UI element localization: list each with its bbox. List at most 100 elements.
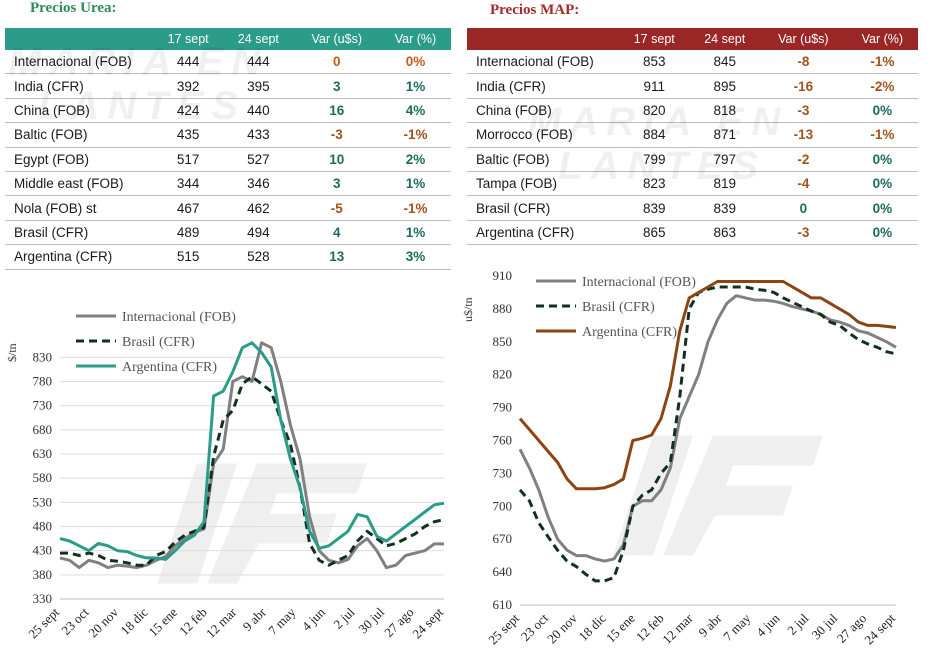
map-cell-pct: 0% [846,147,918,172]
x-tick-label: 9 abr [240,604,270,634]
map-cell-v1: 823 [619,171,690,197]
map-cell-name: Morrocco (FOB) [467,122,619,148]
y-tick-label: 820 [493,367,513,382]
map-header-4: Var (%) [861,32,904,46]
urea-cell-v2: 444 [223,50,294,75]
x-tick-label: 12 mar [659,610,696,647]
table-row: Argentina (CFR) 865 863 -3 0% [467,220,918,246]
x-tick-label: 4 jun [753,610,783,640]
x-tick-label: 18 dic [117,604,150,637]
urea-cell-v2: 462 [223,195,294,221]
map-cell-v1: 884 [619,122,690,148]
table-row: Morrocco (FOB) 884 871 -13 -1% [467,122,918,148]
series-line [59,341,445,561]
urea-cell-pct: 1% [379,220,451,246]
table-row: Internacional (FOB) 853 845 -8 -1% [467,50,918,75]
map-cell-v1: 839 [619,195,690,221]
y-tick-label: 700 [493,498,513,513]
urea-cell-name: China (FOB) [5,98,153,124]
urea-cell-v1: 467 [153,195,224,221]
map-cell-v2: 839 [689,195,760,221]
map-cell-pct: -1% [846,50,918,75]
watermark-map: MARIA EN LANTES [528,100,789,188]
brand-logo-watermark [157,463,367,584]
map-cell-name: India (CFR) [467,73,619,99]
urea-cell-v1: 392 [153,73,224,99]
urea-cell-pct: -1% [379,195,451,221]
urea-cell-v1: 489 [153,220,224,246]
map-cell-var: -16 [759,73,847,99]
urea-cell-name: Middle east (FOB) [5,171,153,197]
map-cell-var: -3 [759,220,847,246]
urea-cell-name: Internacional (FOB) [5,50,153,75]
map-cell-v1: 911 [619,73,690,99]
map-cell-v1: 865 [619,220,690,246]
map-cell-pct: 0% [846,220,918,246]
urea-price-chart: 330 380 430 480 530 580 630 680 730 780 830 $/tn 25 … [5,310,446,641]
map-cell-name: Baltic (FOB) [467,147,619,172]
x-tick-label: 7 may [720,610,754,644]
urea-header-4: Var (%) [394,32,437,46]
x-tick-label: 20 nov [544,610,580,646]
x-tick-label: 23 oct [58,604,92,638]
x-tick-label: 24 sept [409,604,446,641]
urea-cell-v1: 424 [153,98,224,124]
series-line [518,294,897,563]
x-tick-label: 18 dic [576,610,609,643]
map-cell-pct: 0% [846,195,918,221]
table-row: Brasil (CFR) 839 839 0 0% [467,195,918,221]
urea-cell-name: Baltic (FOB) [5,122,153,148]
brand-logo-watermark [613,435,823,556]
map-cell-name: Tampa (FOB) [467,171,619,197]
map-header-2: 24 sept [704,32,746,46]
urea-cell-v1: 435 [153,122,224,148]
urea-title: Precios Urea: [30,0,117,16]
table-row: Nola (FOB) st 467 462 -5 -1% [5,195,451,221]
urea-header-1: 17 sept [167,32,209,46]
urea-cell-var: 0 [293,50,380,75]
map-cell-var: -13 [759,122,847,148]
watermark-urea: MARIA EN LANTES [8,40,269,128]
series-line [60,375,445,567]
y-tick-label: 730 [493,465,513,480]
map-cell-pct: 0% [846,98,918,124]
map-price-table: 17 sept 24 sept Var (u$s) Var (%) Internaci… [467,28,918,246]
urea-cell-name: Brasil (CFR) [5,220,153,246]
map-cell-v2: 871 [689,122,760,148]
urea-cell-v1: 444 [153,50,224,75]
series-line [59,341,444,570]
map-cell-v2: 818 [689,98,760,124]
legend-label: Internacional (FOB) [122,310,236,325]
legend-label: Brasil (CFR) [582,300,655,315]
urea-cell-v1: 344 [153,171,224,197]
urea-cell-pct: 3% [379,244,451,270]
x-tick-label: 25 sept [25,604,62,641]
series-line [518,285,897,583]
map-cell-v1: 799 [619,147,690,172]
y-tick-label: 580 [33,470,53,485]
map-header-1: 17 sept [633,32,675,46]
y-tick-label: 830 [33,349,53,364]
map-cell-v2: 819 [689,171,760,197]
y-tick-label: 780 [33,374,53,389]
urea-cell-pct: -1% [379,122,451,148]
series-line [518,280,897,491]
legend-label: Brasil (CFR) [122,335,195,350]
map-cell-var: -3 [759,98,847,124]
table-row: Baltic (FOB) 799 797 -2 0% [467,147,918,172]
map-cell-v2: 863 [689,220,760,246]
map-header-3: Var (u$s) [778,32,829,46]
map-cell-name: China (FOB) [467,98,619,124]
urea-cell-v2: 527 [223,147,294,172]
table-row: Brasil (CFR) 489 494 4 1% [5,220,451,246]
y-tick-label: 910 [493,268,513,283]
urea-cell-v1: 517 [153,147,224,172]
urea-cell-v2: 494 [223,220,294,246]
urea-cell-var: -5 [293,195,380,221]
legend-label: Internacional (FOB) [582,275,696,290]
y-tick-label: 330 [33,591,53,606]
table-row: Egypt (FOB) 517 527 10 2% [5,147,451,172]
x-tick-label: 27 ago [381,605,416,640]
map-cell-pct: -2% [846,73,918,99]
x-tick-label: 24 sept [861,610,898,647]
